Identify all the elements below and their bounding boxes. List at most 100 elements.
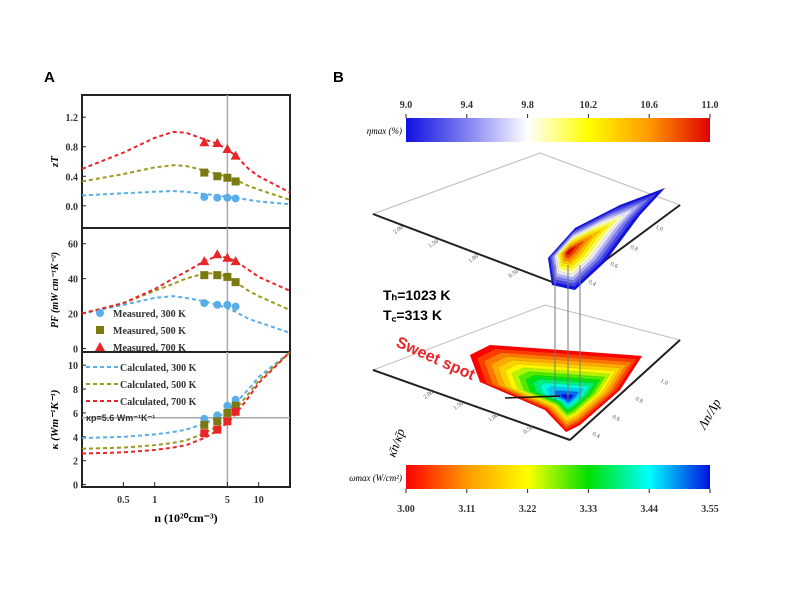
y-axis-label-b: Λn/Λp: [694, 396, 724, 434]
curve-0: [81, 351, 291, 440]
subplot-3: 0 2 4 6 8 10 κ (Wm⁻¹K⁻¹) Calculated, 300 K Calcu…: [49, 351, 291, 492]
colorbar-tick-label: 10.2: [580, 100, 598, 111]
y-axis-label: PF (mW cm⁻¹K⁻²): [50, 252, 61, 328]
colorbar-tick-label: 9.4: [461, 100, 474, 111]
data-point: [199, 137, 210, 147]
data-point: [230, 150, 241, 160]
data-point: [200, 271, 209, 280]
legend-label: Calculated, 300 K: [120, 363, 197, 374]
axis-tick-label-left: 1.00: [488, 413, 500, 424]
data-point: [200, 420, 209, 429]
data-point: [231, 302, 240, 311]
data-point: [223, 408, 232, 417]
sweet-spot-arrow: [504, 395, 561, 399]
data-point: [213, 300, 222, 309]
cold-temperature: T꜀=313 K: [383, 307, 442, 323]
lower-contour-level: [560, 393, 574, 401]
sweet-spot-label: Sweet spot: [393, 334, 478, 384]
axis-tick-label-right: 1.0: [659, 378, 668, 387]
colorbar-tick-label: 9.0: [400, 100, 413, 111]
colorbar-tick-label: 11.0: [702, 100, 719, 111]
axis-tick-label-right: 0.8: [634, 396, 643, 405]
y-tick-label: 0: [73, 481, 78, 492]
data-point: [223, 272, 232, 281]
data-point: [200, 299, 209, 308]
colorbar-tick-label: 10.6: [640, 100, 658, 111]
x-tick-label: 0.5: [117, 495, 130, 506]
data-point: [223, 300, 232, 309]
y-tick-label: 60: [68, 240, 78, 251]
axis-tick-label-right: 0.4: [591, 431, 600, 440]
colorbar-tick-label: 3.44: [640, 504, 658, 515]
y-tick-label: 2: [73, 457, 78, 468]
plane-axis: [372, 213, 569, 289]
curve-2: [81, 130, 291, 194]
curve-1: [81, 272, 291, 315]
axis-tick-label-left: 1.50: [453, 401, 465, 412]
data-point: [231, 194, 240, 203]
data-point: [200, 429, 209, 438]
y-tick-label: 8: [73, 385, 78, 396]
y-tick-label: 0.8: [66, 143, 79, 154]
plane-axis: [569, 339, 681, 441]
data-point: [222, 252, 233, 262]
data-point: [200, 192, 209, 201]
y-tick-label: 4: [73, 433, 78, 444]
hot-temperature: Tₕ=1023 K: [383, 287, 451, 303]
panel-b: 9.0 9.4 9.8 10.2 10.6 11.0 ηmax (%) 3.00 3.11 3.2…: [349, 100, 724, 515]
data-point: [231, 407, 240, 416]
data-point: [212, 138, 223, 148]
legend-label: Measured, 500 K: [113, 326, 186, 337]
y-axis-label: κ (Wm⁻¹K⁻¹): [49, 390, 61, 450]
data-point: [213, 417, 222, 426]
subplot-2: 0 20 40 60 PF (mW cm⁻¹K⁻²) Measured, 300 K Mea…: [50, 227, 291, 356]
data-point: [213, 172, 222, 181]
data-point: [231, 278, 240, 287]
colorbar-tick-label: 9.8: [521, 100, 534, 111]
data-point: [212, 249, 223, 259]
legend-label: Measured, 700 K: [113, 343, 186, 354]
y-tick-label: 6: [73, 409, 78, 420]
legend-marker: [96, 326, 104, 334]
plot-frame: [81, 94, 291, 229]
legend-marker: [96, 309, 104, 317]
x-tick-label: 1: [152, 495, 157, 506]
legend-label: Calculated, 500 K: [120, 380, 197, 391]
axis-tick-label-left: 0.50: [508, 269, 520, 280]
data-point: [223, 401, 232, 410]
legend-label: Measured, 300 K: [113, 309, 186, 320]
axis-tick-label-right: 0.6: [609, 261, 618, 270]
data-point: [213, 193, 222, 202]
axis-tick-label-left: 2.00: [393, 225, 405, 236]
axis-tick-label-left: 2.00: [423, 390, 435, 401]
upper-contour-level: [566, 246, 577, 256]
panel-a-label: A: [44, 69, 55, 86]
x-axis-label: n (10²⁰cm⁻³): [154, 511, 217, 525]
data-point: [199, 256, 210, 266]
data-point: [231, 401, 240, 410]
data-point: [200, 168, 209, 177]
data-point: [230, 256, 241, 266]
axis-tick-label-left: 1.00: [468, 254, 480, 265]
axis-tick-label-right: 1.0: [654, 224, 663, 233]
data-point: [223, 417, 232, 426]
axis-tick-label-right: 0.6: [611, 414, 620, 423]
y-tick-label: 20: [68, 310, 78, 321]
x-axis-label-b: κ̄n/κ̄p: [384, 426, 408, 459]
kappa-p-annotation: κp=5.6 Wm⁻¹K⁻¹: [86, 413, 155, 423]
plane-axis: [372, 369, 571, 441]
y-tick-label: 0: [73, 345, 78, 356]
data-point: [222, 143, 233, 153]
data-point: [223, 173, 232, 182]
colorbar-tick-label: 3.00: [397, 504, 415, 515]
y-tick-label: 40: [68, 275, 78, 286]
legend-label: Calculated, 700 K: [120, 397, 197, 408]
x-tick-label: 5: [225, 495, 230, 506]
data-point: [223, 193, 232, 202]
colorbar-label: ωmax (W/cm²): [349, 473, 402, 483]
panel-b-label: B: [333, 69, 344, 86]
y-tick-label: 0.0: [66, 202, 79, 213]
data-point: [213, 271, 222, 280]
colorbar-eta: [406, 118, 710, 142]
